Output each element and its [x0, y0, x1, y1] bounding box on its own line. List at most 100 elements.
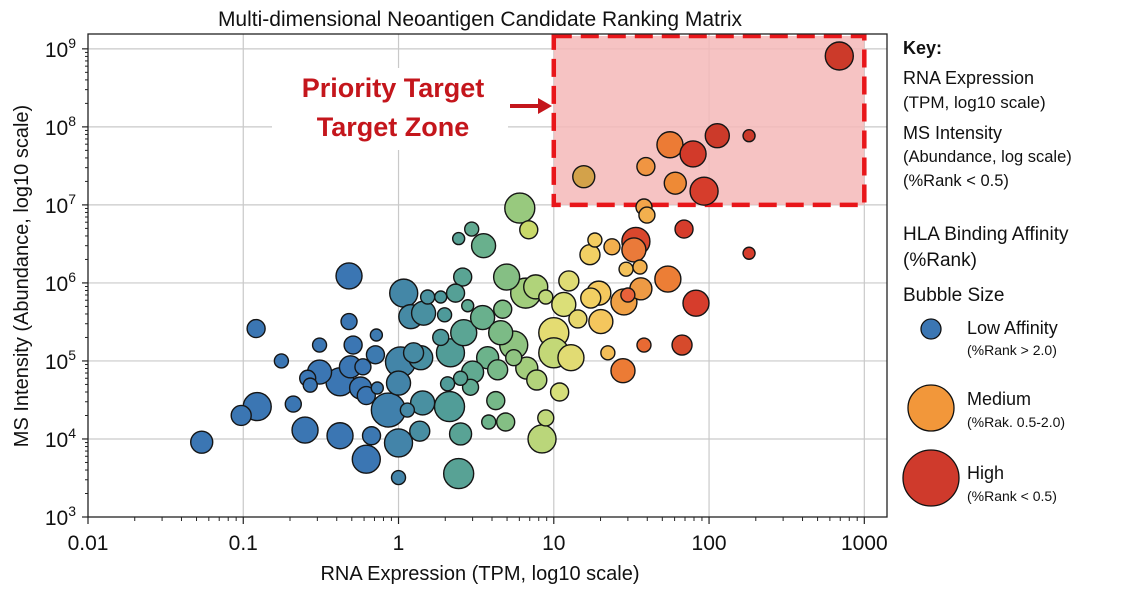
legend-high-swatch	[902, 449, 960, 507]
data-bubble	[682, 289, 710, 317]
legend-high-label: High	[967, 463, 1004, 483]
legend-medium-swatch	[907, 384, 955, 432]
data-bubble	[445, 283, 466, 303]
legend-rna-line1: RNA Expression	[903, 68, 1034, 88]
legend-hla-line1: HLA Binding Affinity	[903, 224, 1069, 245]
data-bubble	[326, 422, 354, 450]
data-bubble	[603, 238, 621, 256]
x-tick-label: 100	[692, 532, 727, 555]
data-bubble	[638, 206, 656, 224]
data-bubble	[557, 344, 585, 372]
legend-low-label: Low Affinity	[967, 318, 1058, 338]
data-bubble	[351, 444, 381, 474]
x-axis-label: RNA Expression (TPM, log10 scale)	[320, 563, 639, 585]
data-bubble	[409, 390, 436, 416]
data-bubble	[636, 156, 656, 177]
legend: Key: RNA Expression (TPM, log10 scale) M…	[902, 38, 1072, 507]
x-tick-label: 1	[393, 532, 405, 555]
data-bubble	[370, 381, 385, 395]
data-bubble	[742, 129, 756, 143]
data-bubble	[579, 244, 601, 266]
data-bubble	[385, 370, 412, 396]
data-bubble	[361, 426, 382, 446]
data-bubble	[621, 237, 647, 263]
data-bubble	[486, 359, 509, 381]
data-bubble	[410, 300, 437, 326]
data-bubble	[527, 424, 557, 454]
data-bubble	[618, 261, 634, 277]
data-bubble	[434, 290, 448, 304]
data-bubble	[284, 395, 302, 413]
data-bubble	[704, 123, 730, 149]
data-bubble	[486, 390, 506, 411]
data-bubble	[343, 335, 363, 355]
data-bubble	[448, 422, 473, 446]
data-bubble	[824, 41, 854, 71]
y-tick-label: 104	[45, 425, 76, 452]
priority-annotation: Priority Target Target Zone	[272, 68, 552, 150]
y-tick-label: 103	[45, 503, 76, 530]
data-bubble	[273, 353, 290, 369]
data-bubble	[419, 289, 436, 305]
data-bubble	[435, 338, 466, 368]
data-bubble	[335, 262, 363, 290]
data-bubble	[365, 345, 386, 365]
legend-key-title: Key:	[903, 38, 942, 58]
legend-medium-label: Medium	[967, 389, 1031, 409]
data-bubble	[588, 308, 614, 335]
data-bubble	[409, 420, 431, 442]
data-bubble	[492, 263, 521, 291]
data-bubble	[538, 289, 554, 305]
data-bubble	[674, 219, 694, 239]
x-tick-label: 1000	[841, 532, 888, 555]
data-bubble	[526, 369, 548, 391]
y-tick-label: 107	[45, 191, 76, 218]
data-bubble	[671, 334, 693, 356]
data-bubble	[519, 220, 539, 240]
data-bubble	[354, 358, 372, 376]
annotation-line-2: Target Zone	[317, 112, 470, 142]
data-bubble	[369, 328, 384, 342]
data-bubble	[679, 140, 707, 168]
data-bubble	[390, 469, 407, 486]
data-bubble	[302, 377, 318, 393]
data-bubble	[632, 259, 648, 275]
legend-low-swatch	[920, 318, 942, 340]
data-bubble	[587, 232, 603, 248]
data-bubble	[572, 164, 596, 189]
data-bubble	[461, 299, 475, 313]
data-bubble	[537, 409, 555, 427]
data-bubble	[433, 390, 466, 423]
data-bubble	[389, 278, 419, 308]
data-bubble	[340, 312, 358, 331]
data-bubble	[495, 412, 516, 432]
y-tick-label: 105	[45, 347, 76, 374]
legend-medium-sub: (%Rak. 0.5-2.0)	[967, 414, 1065, 430]
data-bubble	[451, 231, 466, 246]
legend-ms-line3: (%Rank < 0.5)	[903, 172, 1009, 190]
data-bubble	[481, 414, 497, 430]
y-axis-label: MS Intensity (Abundance, log10 scale)	[11, 105, 33, 447]
data-bubble	[549, 382, 570, 402]
legend-hla-line2: (%Rank)	[903, 250, 977, 271]
legend-high-sub: (%Rank < 0.5)	[967, 488, 1057, 504]
data-bubble	[230, 404, 252, 427]
data-bubble	[558, 270, 580, 292]
y-tick-label: 109	[45, 35, 76, 62]
data-bubble	[439, 376, 456, 392]
data-bubble	[551, 291, 577, 318]
data-bubble	[470, 232, 497, 259]
data-bubble	[383, 428, 414, 458]
legend-ms-line1: MS Intensity	[903, 123, 1002, 143]
data-bubble	[505, 349, 523, 367]
data-bubble	[742, 246, 756, 260]
data-bubble	[469, 304, 496, 331]
data-bubble	[452, 267, 473, 287]
x-tick-label: 10	[542, 532, 565, 555]
data-bubble	[654, 265, 682, 293]
data-bubble	[620, 287, 636, 303]
data-bubble	[291, 416, 319, 444]
legend-size-title: Bubble Size	[903, 285, 1004, 306]
data-bubble	[463, 221, 480, 237]
